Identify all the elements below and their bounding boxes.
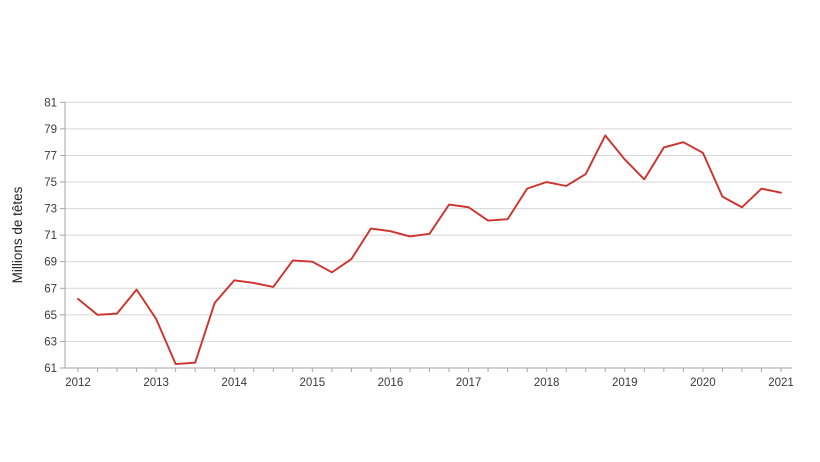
x-tick-label-2013: 2013 (143, 377, 169, 389)
x-tick-label-2020: 2020 (690, 377, 716, 389)
y-tick-label-75: 75 (44, 177, 57, 189)
y-tick-label-77: 77 (44, 150, 57, 162)
x-tick-label-2014: 2014 (221, 377, 247, 389)
x-tick-label-2017: 2017 (456, 377, 482, 389)
x-tick-label-2012: 2012 (65, 377, 91, 389)
y-tick-label-67: 67 (44, 283, 57, 295)
y-tick-label-73: 73 (44, 204, 57, 216)
gridlines (65, 101, 792, 342)
x-tick-label-2021: 2021 (768, 377, 794, 389)
x-tick-label-2018: 2018 (534, 377, 560, 389)
axes (60, 101, 792, 372)
series-line-cheptel-quarterly (77, 134, 782, 365)
y-tick-label-65: 65 (44, 310, 57, 322)
x-tick-label-2016: 2016 (378, 377, 404, 389)
x-tick-label-2019: 2019 (612, 377, 638, 389)
y-tick-labels: 61 63 65 67 69 71 73 75 77 79 81 (44, 97, 57, 375)
x-tick-label-2015: 2015 (300, 377, 326, 389)
y-tick-label-79: 79 (44, 124, 57, 136)
x-tick-labels: 2012 2013 2014 2015 2016 2017 2018 2019 2020 2021 (65, 377, 794, 389)
data-series (77, 134, 782, 365)
y-tick-label-71: 71 (44, 230, 57, 242)
y-tick-label-61: 61 (44, 363, 57, 375)
y-tick-label-63: 63 (44, 336, 57, 348)
y-tick-label-81: 81 (44, 97, 57, 109)
y-axis-title: Millions de têtes (10, 186, 25, 283)
y-tick-label-69: 69 (44, 257, 57, 269)
